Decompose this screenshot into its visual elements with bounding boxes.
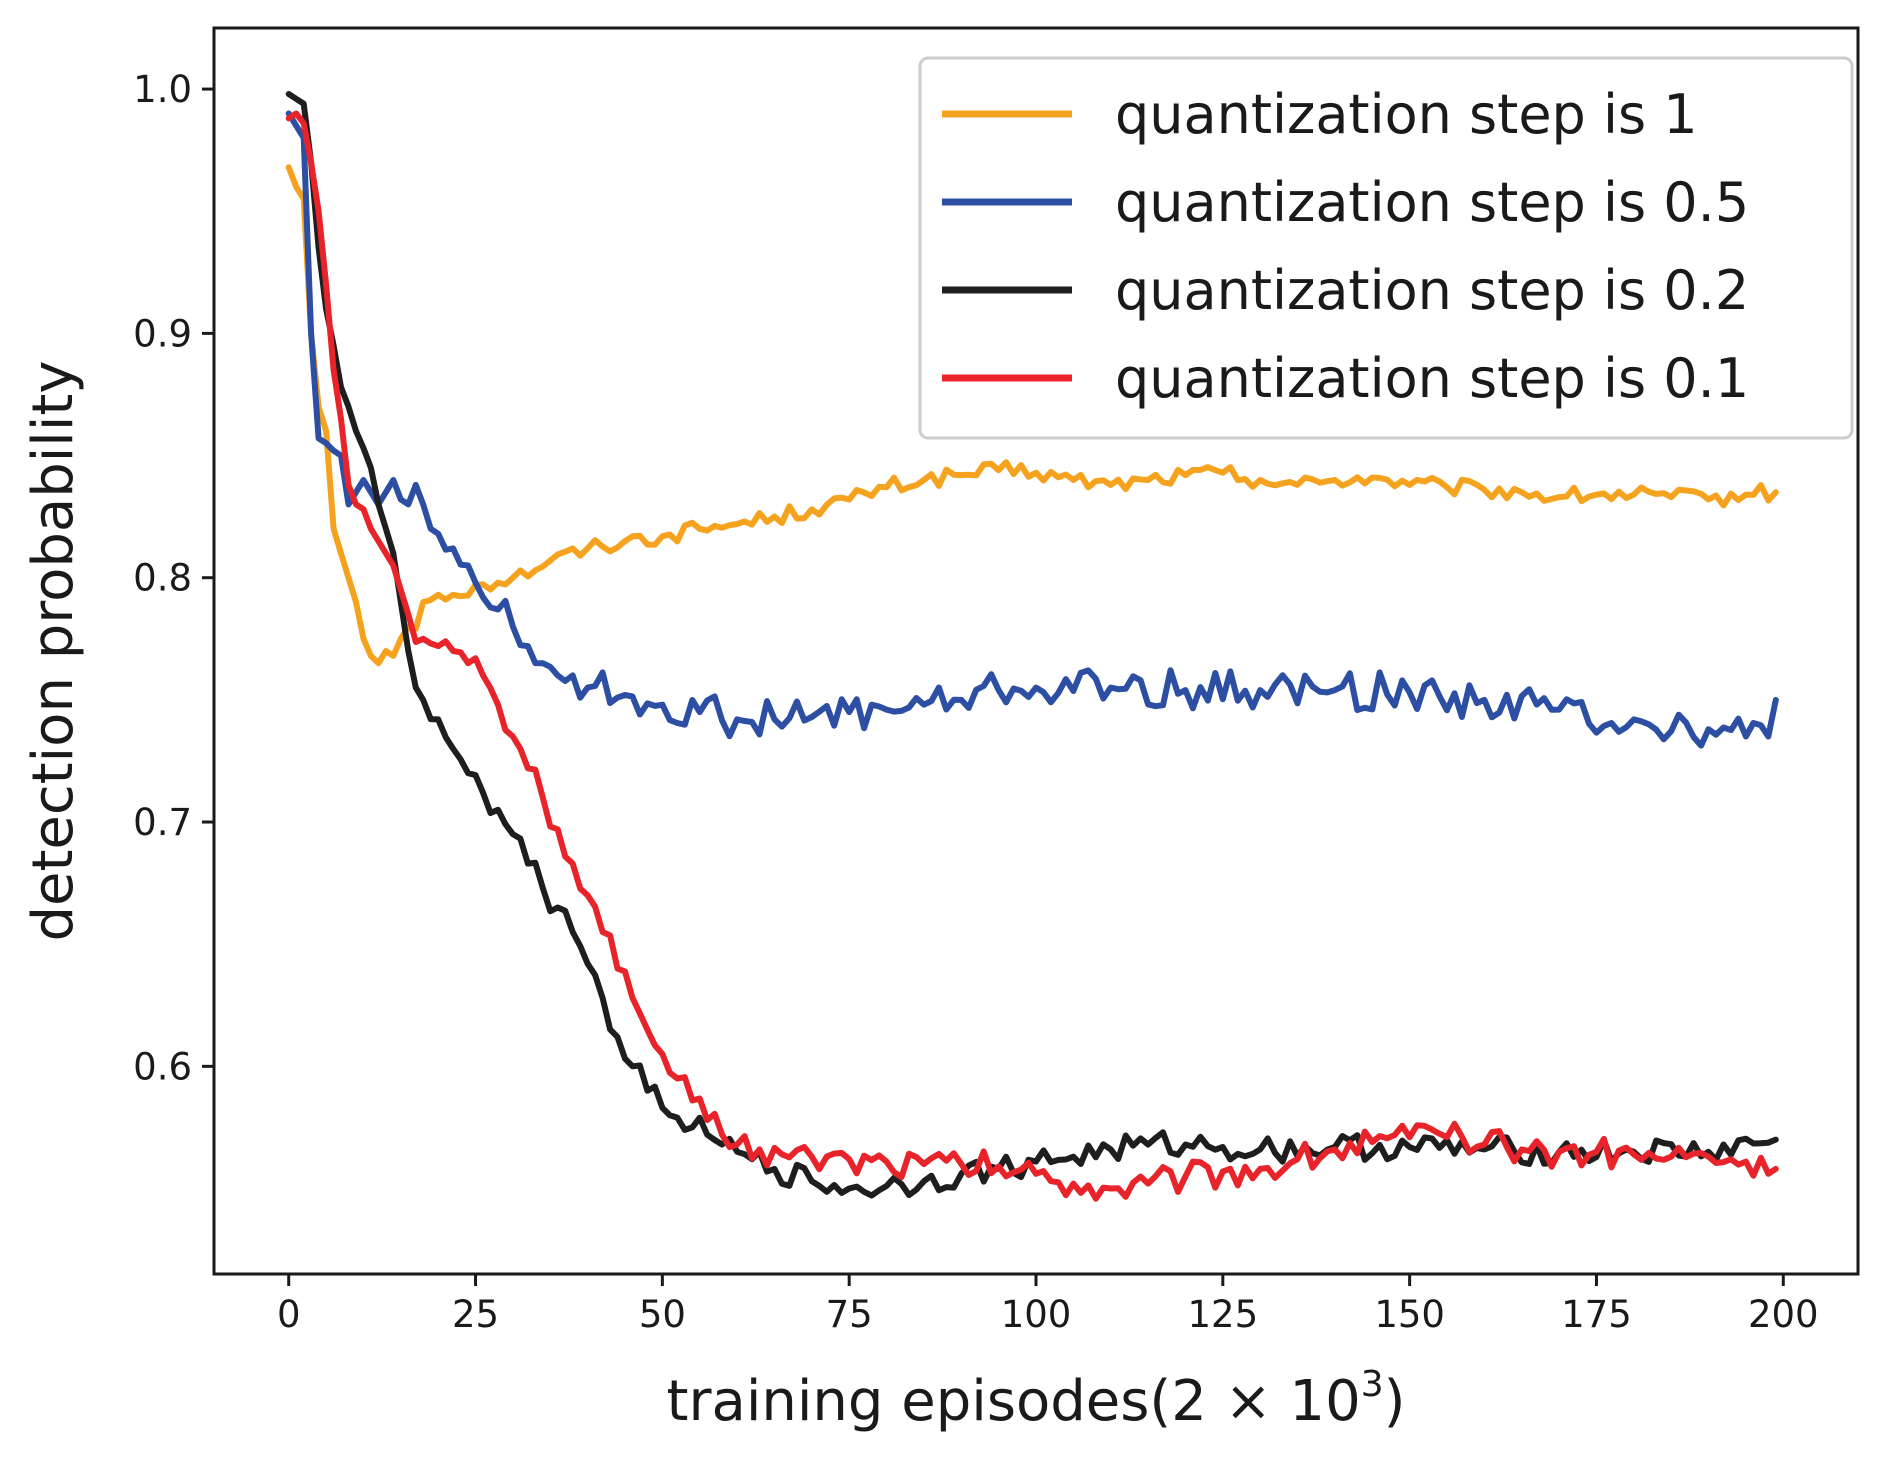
y-tick-label: 0.7	[133, 801, 192, 844]
series-line-4	[285, 110, 1779, 1202]
x-axis-label-suffix: )	[1384, 1369, 1406, 1434]
series-line-1	[285, 164, 1779, 667]
series-line-2	[285, 110, 1779, 749]
legend-label-1: quantization step is 1	[1115, 83, 1698, 146]
x-tick-label: 100	[1001, 1293, 1072, 1336]
legend: quantization step is 1 quantization step …	[918, 56, 1854, 440]
x-tick-label: 200	[1748, 1293, 1819, 1336]
legend-box	[918, 56, 1854, 440]
y-tick-label: 0.6	[133, 1045, 192, 1088]
x-axis-ticks: 0 25 50 75 100 125 150 175 200	[277, 1274, 1819, 1336]
x-tick-label: 75	[826, 1293, 873, 1336]
x-axis-label: training episodes(2 × 103)	[667, 1364, 1406, 1434]
x-tick-label: 25	[452, 1293, 499, 1336]
legend-label-4: quantization step is 0.1	[1115, 347, 1749, 410]
x-axis-label-main: training episodes(2 × 10	[667, 1369, 1361, 1434]
x-tick-label: 125	[1188, 1293, 1259, 1336]
x-tick-label: 50	[639, 1293, 686, 1336]
legend-label-3: quantization step is 0.2	[1115, 259, 1749, 322]
y-tick-label: 0.8	[133, 557, 192, 600]
x-tick-label: 175	[1561, 1293, 1632, 1336]
y-axis-ticks: 0.6 0.7 0.8 0.9 1.0	[133, 68, 214, 1088]
series-line-3	[285, 91, 1779, 1199]
y-axis-label: detection probability	[21, 360, 86, 941]
x-axis-label-superscript: 3	[1361, 1364, 1384, 1405]
y-tick-label: 1.0	[133, 68, 192, 111]
y-tick-label: 0.9	[133, 312, 192, 355]
x-tick-label: 0	[277, 1293, 301, 1336]
series-group	[285, 91, 1779, 1202]
legend-label-2: quantization step is 0.5	[1115, 171, 1749, 234]
x-tick-label: 150	[1374, 1293, 1445, 1336]
